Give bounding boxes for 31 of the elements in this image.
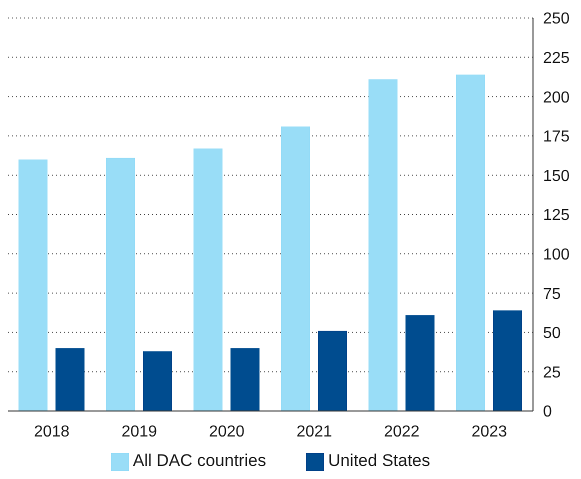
y-tick-label: 0 [543, 404, 552, 421]
x-tick-label: 2021 [296, 423, 332, 440]
bar [143, 351, 172, 411]
bar [406, 315, 434, 411]
bar [318, 330, 347, 411]
legend-label: United States [328, 451, 430, 470]
bar [56, 348, 84, 411]
x-tick-label: 2018 [34, 423, 70, 440]
x-tick-label: 2019 [121, 423, 158, 440]
bar [18, 159, 48, 411]
y-tick-label: 75 [543, 286, 561, 303]
y-tick-label: 50 [543, 325, 561, 342]
y-tick-label: 200 [543, 89, 570, 106]
legend-label: All DAC countries [132, 451, 266, 470]
x-tick-label: 2020 [208, 423, 245, 440]
bar [368, 79, 398, 411]
x-tick-label: 2023 [471, 423, 508, 440]
bar [194, 148, 222, 411]
y-tick-label: 175 [543, 128, 570, 146]
y-tick-label: 250 [543, 10, 570, 28]
y-tick-label: 150 [543, 168, 570, 185]
bar [281, 126, 310, 411]
y-tick-label: 225 [543, 50, 570, 67]
y-tick-label: 100 [543, 246, 570, 264]
bar [106, 158, 135, 411]
bar [230, 348, 260, 411]
bar [493, 310, 522, 411]
bar [456, 74, 485, 411]
y-tick-label: 25 [543, 364, 561, 382]
x-tick-label: 2022 [384, 423, 420, 440]
y-tick-label: 125 [543, 207, 570, 224]
